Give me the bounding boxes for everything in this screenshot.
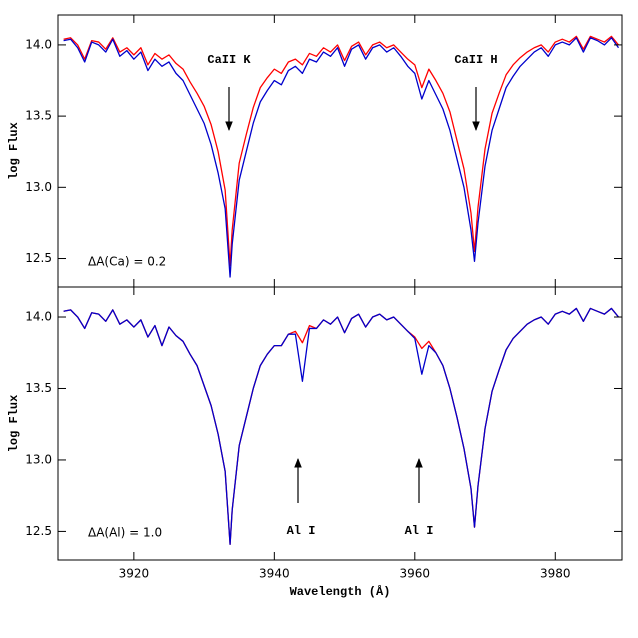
- plot-frame: [57, 286, 623, 561]
- x-tick-label: 3960: [400, 567, 431, 581]
- y-tick-label: 13.0: [25, 452, 52, 466]
- y-tick-label: 13.0: [25, 180, 52, 194]
- spectrum-line: [63, 307, 619, 545]
- y-axis-label: log Flux: [7, 395, 21, 453]
- y-tick-label: 14.0: [25, 37, 52, 51]
- y-tick-label: 14.0: [25, 310, 52, 324]
- annotation: CaII H: [454, 53, 497, 67]
- spectrum-line: [63, 35, 619, 267]
- y-tick-label: 12.5: [25, 251, 52, 265]
- x-tick-label: 3940: [259, 567, 290, 581]
- annotation: Al I: [287, 524, 316, 538]
- x-axis-label: Wavelength (Å): [290, 584, 391, 599]
- x-tick-label: 3980: [540, 567, 571, 581]
- y-axis-label: log Flux: [7, 122, 21, 180]
- x-tick-label: 3920: [119, 567, 150, 581]
- annotation: ΔA(Al) = 1.0: [88, 526, 162, 540]
- y-tick-label: 13.5: [25, 381, 52, 395]
- y-tick-label: 13.5: [25, 109, 52, 123]
- y-tick-label: 12.5: [25, 524, 52, 538]
- spectrum-line: [63, 307, 619, 545]
- annotation: Al I: [405, 524, 434, 538]
- annotation: ΔA(Ca) = 0.2: [88, 255, 166, 269]
- annotation: CaII K: [207, 53, 251, 67]
- spectrum-line: [63, 37, 620, 278]
